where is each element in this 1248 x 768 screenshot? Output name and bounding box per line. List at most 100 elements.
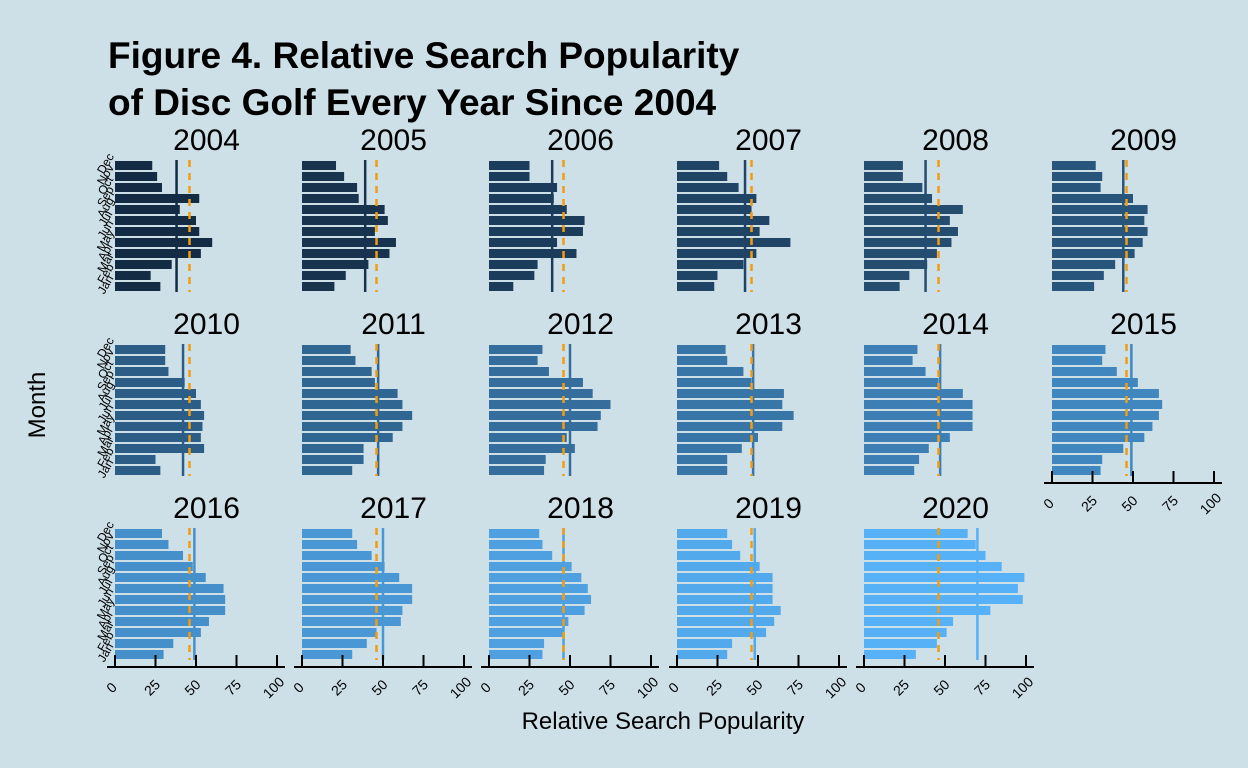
panel-title-2004: 2004 (173, 124, 240, 157)
bar-2015-Nov (1052, 356, 1103, 365)
bar-2011-Jun (302, 411, 413, 420)
bar-2006-Nov (489, 172, 530, 181)
bar-2018-May (489, 606, 585, 615)
bar-2018-Aug (489, 573, 582, 582)
bar-2017-Sep (302, 562, 385, 571)
bar-2005-Sep (302, 194, 359, 203)
bar-2011-Oct (302, 367, 372, 376)
bar-2004-Oct (115, 183, 162, 192)
bar-2019-Aug (677, 573, 773, 582)
bar-2016-Apr (115, 617, 209, 626)
bar-2005-Aug (302, 205, 385, 214)
bar-2007-Nov (677, 172, 728, 181)
x-tick-label-2016-50: 50 (181, 676, 203, 698)
bar-2004-Dec (115, 161, 153, 170)
bar-2007-Sep (677, 194, 757, 203)
x-tick-label-2018-25: 25 (515, 676, 537, 698)
bar-2006-Dec (489, 161, 530, 170)
bar-2018-Feb (489, 639, 545, 648)
bar-2012-Feb (489, 455, 546, 464)
bar-2006-Mar (489, 260, 538, 269)
x-tick-label-2015-25: 25 (1078, 492, 1100, 514)
bar-2017-Oct (302, 551, 372, 560)
bar-2016-Jan (115, 650, 164, 659)
bar-2019-Oct (677, 551, 741, 560)
bar-2019-Jul (677, 584, 773, 593)
bar-2017-Feb (302, 639, 367, 648)
bar-2018-Mar (489, 628, 564, 637)
bar-2009-May (1052, 238, 1143, 247)
bar-2008-Sep (864, 194, 933, 203)
panel-title-2013: 2013 (735, 308, 802, 341)
bar-2017-Dec (302, 529, 353, 538)
bar-2004-Nov (115, 172, 158, 181)
panel-title-2007: 2007 (735, 124, 802, 157)
x-tick-label-2020-25: 25 (890, 676, 912, 698)
bar-2007-Oct (677, 183, 739, 192)
bar-2016-Feb (115, 639, 174, 648)
bar-2017-Jan (302, 650, 353, 659)
bar-2019-Feb (677, 639, 733, 648)
bar-2010-Dec (115, 345, 166, 354)
bar-2007-Aug (677, 205, 752, 214)
bar-2004-Jul (115, 216, 196, 225)
bar-2018-Nov (489, 540, 543, 549)
panel-title-2019: 2019 (735, 492, 802, 525)
bar-2010-Jul (115, 400, 201, 409)
bar-2011-Apr (302, 433, 393, 442)
bar-2016-Mar (115, 628, 201, 637)
x-tick-label-2018-0: 0 (477, 679, 494, 696)
bar-2013-May (677, 422, 783, 431)
bar-2006-Oct (489, 183, 558, 192)
x-tick-label-2018-75: 75 (596, 676, 618, 698)
bar-2004-Aug (115, 205, 180, 214)
bar-2018-Jan (489, 650, 543, 659)
bar-2008-Oct (864, 183, 923, 192)
bar-2020-Jul (864, 584, 1018, 593)
bar-2016-Dec (115, 529, 162, 538)
bar-2017-Jun (302, 595, 413, 604)
bar-2006-May (489, 238, 558, 247)
bar-2004-Apr (115, 249, 201, 258)
bar-2009-Nov (1052, 172, 1103, 181)
y-axis-label: Month (24, 371, 51, 439)
bar-2014-Jun (864, 411, 973, 420)
bar-2009-Apr (1052, 249, 1135, 258)
bar-2007-Feb (677, 271, 718, 280)
x-tick-label-2017-100: 100 (447, 673, 475, 701)
bar-2020-Jun (864, 595, 1023, 604)
bar-2005-Nov (302, 172, 345, 181)
panel-title-2015: 2015 (1110, 308, 1177, 341)
bar-2009-Jun (1052, 227, 1148, 236)
month-label-Jul: Jul (96, 576, 116, 596)
bar-2009-Dec (1052, 161, 1096, 170)
chart-title: Figure 4. Relative Search Popularity of … (108, 32, 739, 126)
panel-title-2016: 2016 (173, 492, 240, 525)
x-axis-label: Relative Search Popularity (521, 708, 805, 735)
bar-2014-Mar (864, 444, 929, 453)
bar-2016-Sep (115, 562, 193, 571)
bar-2020-Dec (864, 529, 968, 538)
bar-2014-May (864, 422, 973, 431)
bar-2016-Jul (115, 584, 224, 593)
panel-title-2009: 2009 (1110, 124, 1177, 157)
bar-2018-Sep (489, 562, 572, 571)
bar-2012-Jul (489, 400, 611, 409)
bar-2019-Jan (677, 650, 728, 659)
bar-2011-Mar (302, 444, 364, 453)
bar-2020-Sep (864, 562, 1002, 571)
bar-2015-Jul (1052, 400, 1163, 409)
bar-2013-Sep (677, 378, 752, 387)
bar-2009-Aug (1052, 205, 1148, 214)
bar-2016-Oct (115, 551, 184, 560)
bar-2014-Jan (864, 466, 915, 475)
x-tick-label-2019-100: 100 (822, 673, 850, 701)
panel-title-2020: 2020 (922, 492, 989, 525)
bar-2005-Feb (302, 271, 346, 280)
bar-2010-Oct (115, 367, 169, 376)
x-tick-label-2016-100: 100 (260, 673, 288, 701)
bar-2012-Jan (489, 466, 545, 475)
bar-2019-Apr (677, 617, 775, 626)
bar-2007-Dec (677, 161, 720, 170)
bar-2008-Jan (864, 282, 900, 291)
